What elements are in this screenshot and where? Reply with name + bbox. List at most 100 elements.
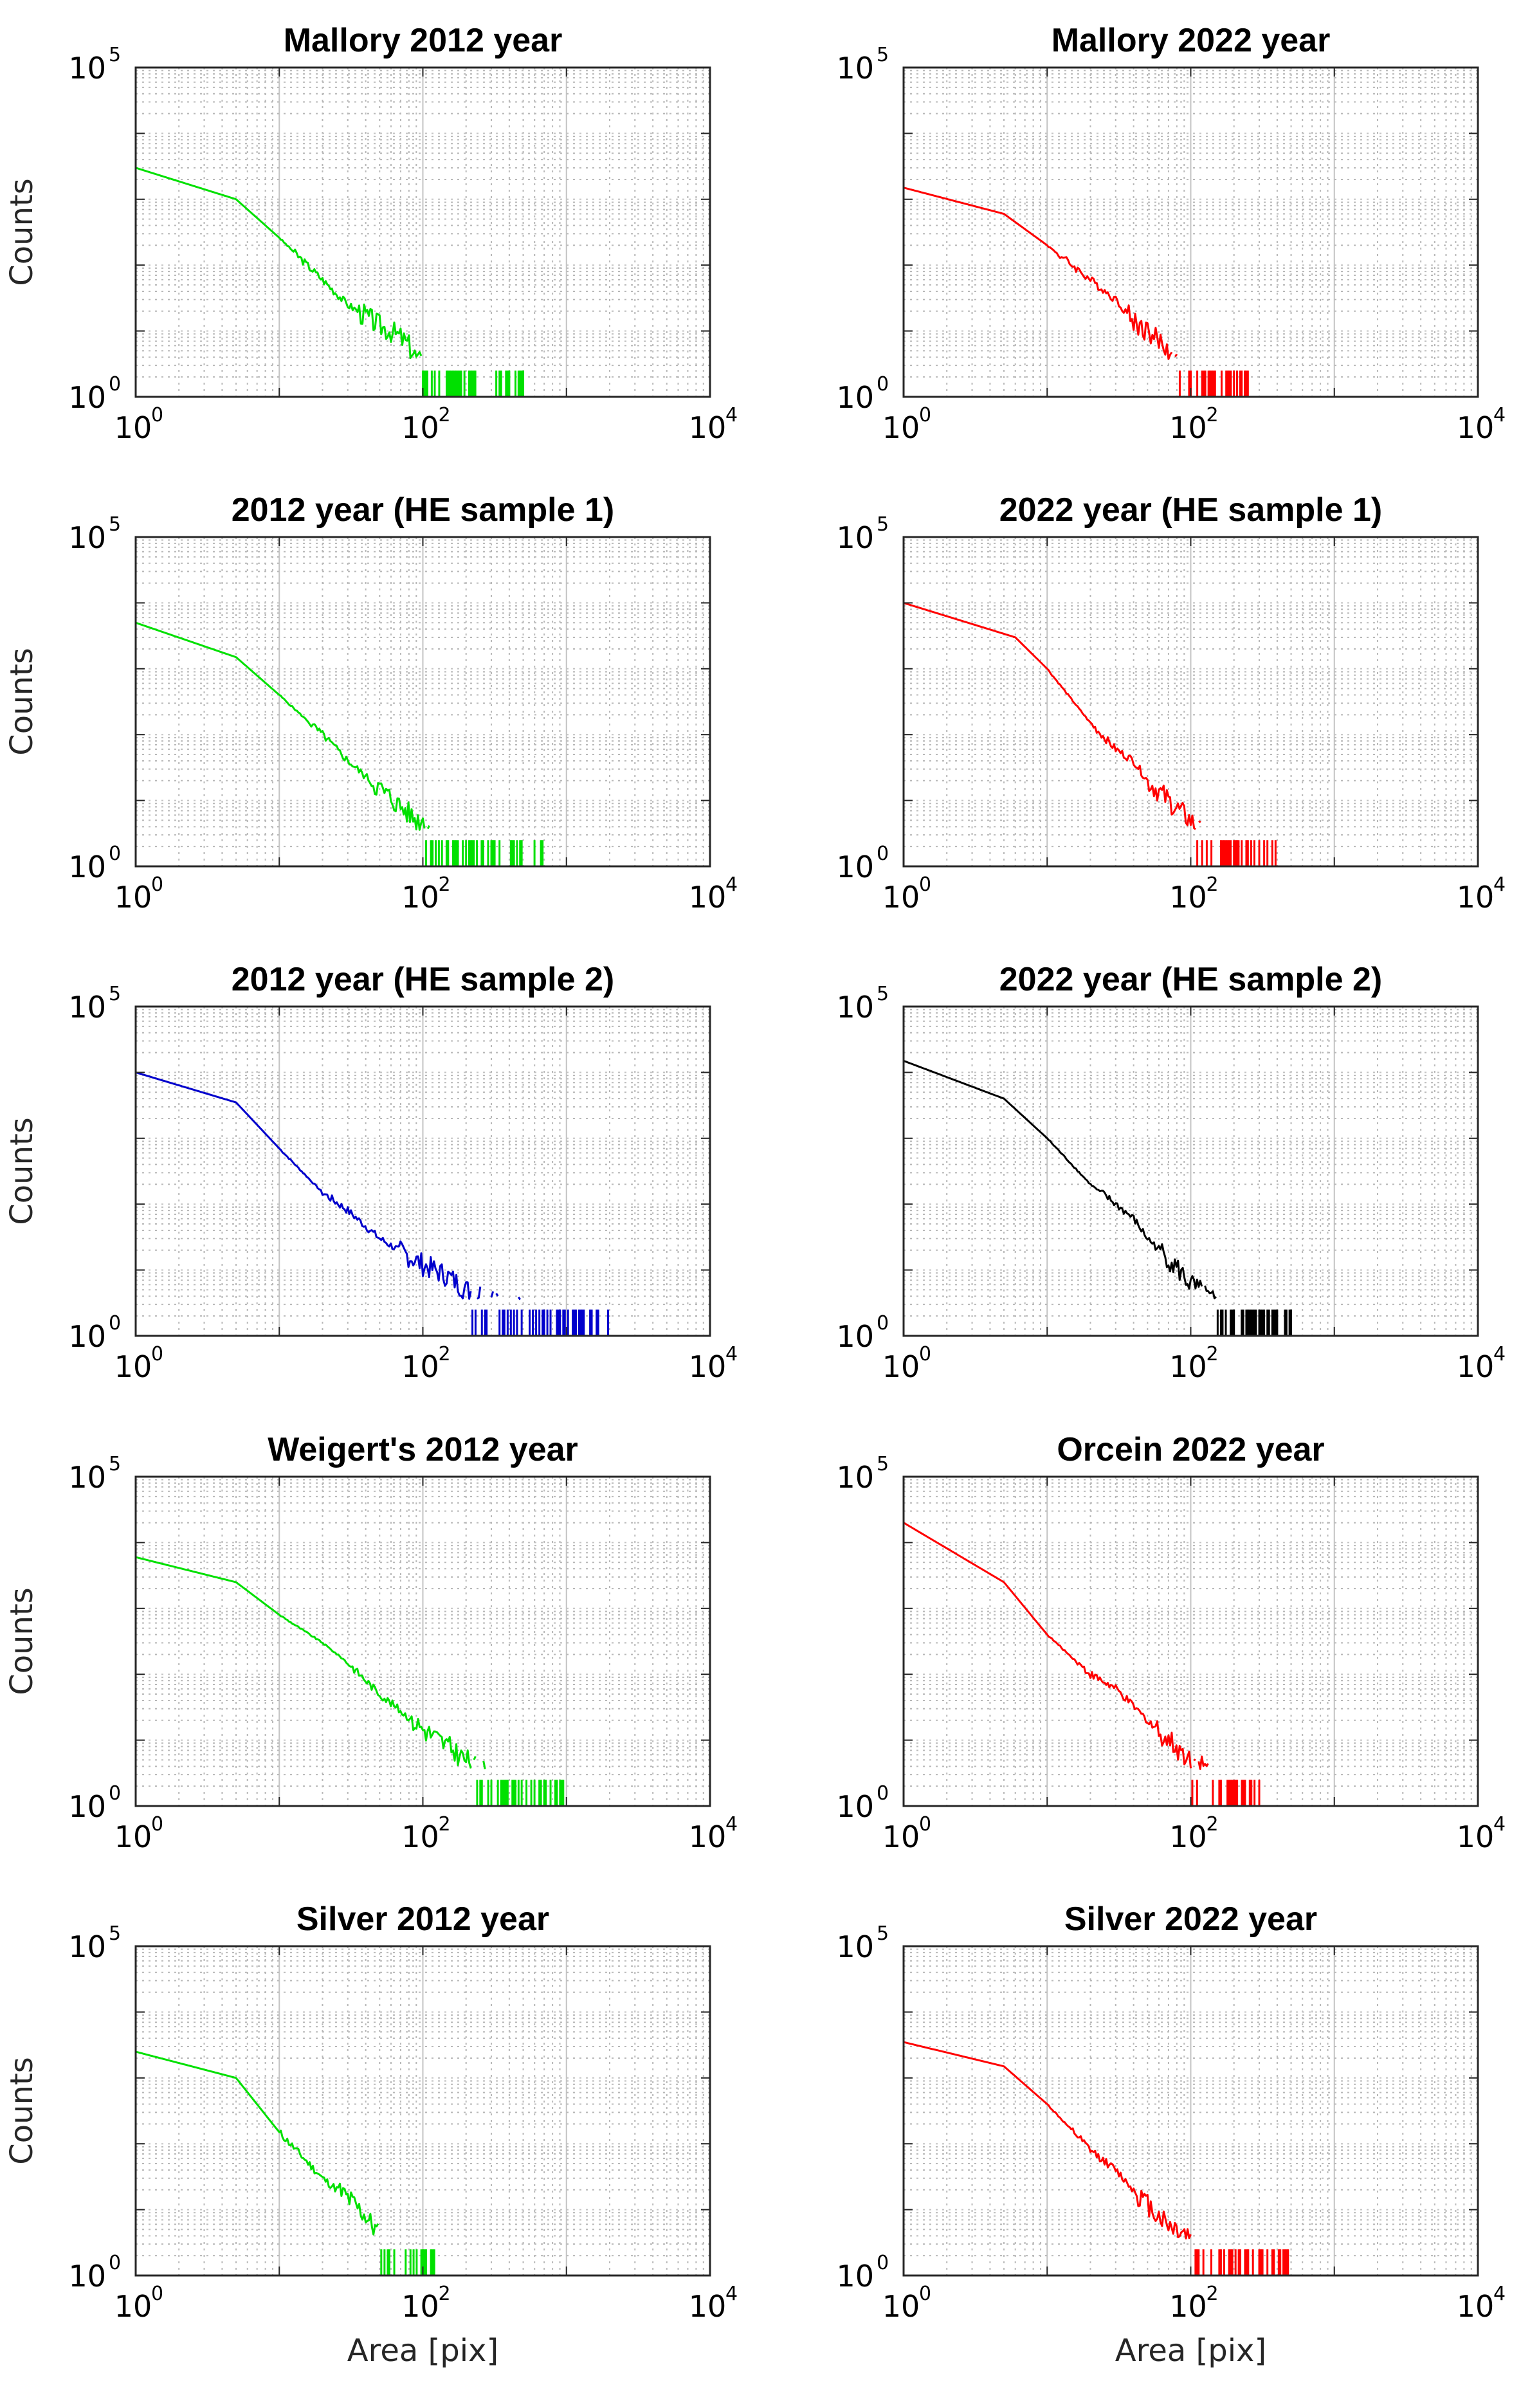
- data-point: [433, 2262, 436, 2265]
- data-point: [507, 383, 511, 387]
- data-point: [399, 805, 402, 808]
- data-point: [1219, 383, 1222, 387]
- x-tick-label: 100: [882, 1813, 931, 1854]
- data-point: [427, 376, 430, 379]
- x-tick-label-base: 10: [882, 880, 920, 915]
- grid: [904, 68, 1478, 397]
- data-point: [399, 336, 402, 339]
- data-point: [389, 329, 392, 333]
- data-point: [389, 2243, 392, 2246]
- x-tick-label: 104: [1457, 2283, 1506, 2324]
- data-point: [235, 197, 238, 201]
- subplot-title: Orcein 2022 year: [1057, 1431, 1324, 1468]
- x-tick-label: 104: [1457, 404, 1506, 445]
- data-point: [235, 1101, 238, 1104]
- y-tick-label-exponent: 0: [877, 1782, 889, 1805]
- y-tick-label-base: 10: [68, 990, 106, 1025]
- data-point: [415, 356, 418, 359]
- data-point: [346, 303, 349, 306]
- x-tick-label: 102: [401, 1343, 450, 1384]
- subplot-title: Mallory 2012 year: [284, 22, 563, 59]
- data-point: [1275, 2262, 1279, 2265]
- x-tick-label-exponent: 4: [1493, 404, 1506, 426]
- data-point: [1232, 2254, 1235, 2258]
- x-tick-label-exponent: 2: [439, 873, 451, 896]
- x-tick-label-base: 10: [1457, 1820, 1495, 1854]
- x-tick-label-exponent: 0: [919, 1343, 931, 1365]
- x-tick-label: 104: [1457, 873, 1506, 915]
- data-point: [1167, 1738, 1170, 1742]
- data-point: [378, 1237, 381, 1240]
- data-point: [1183, 364, 1186, 367]
- data-point: [1146, 1237, 1149, 1240]
- x-tick-label-exponent: 0: [151, 1343, 163, 1365]
- x-tick-label: 104: [689, 1813, 738, 1854]
- x-tick-label-exponent: 2: [1207, 1813, 1219, 1836]
- subplot-title: Weigert's 2012 year: [268, 1431, 578, 1468]
- x-tick-label-base: 10: [1169, 1349, 1207, 1384]
- y-tick-label-base: 10: [68, 1789, 106, 1824]
- data-point: [1275, 1322, 1279, 1326]
- y-tick-label-exponent: 0: [877, 1312, 889, 1335]
- data-point: [522, 853, 525, 856]
- y-tick-label-base: 10: [68, 1929, 106, 1964]
- y-tick-label-exponent: 5: [877, 1922, 889, 1945]
- y-tick-label-base: 10: [836, 850, 874, 884]
- x-tick-label: 102: [401, 1813, 450, 1854]
- data-point: [321, 2176, 324, 2180]
- y-tick-label-exponent: 0: [109, 1312, 121, 1335]
- data-point: [421, 1727, 424, 1730]
- x-tick-label-exponent: 0: [151, 1813, 163, 1836]
- data-point: [1114, 2168, 1117, 2171]
- data-point: [543, 1315, 546, 1318]
- x-tick-label: 100: [882, 404, 931, 445]
- y-axis-label: Counts: [4, 1587, 40, 1695]
- data-point: [478, 845, 482, 848]
- data-point: [421, 364, 424, 367]
- grid: [136, 537, 710, 866]
- x-tick-label-exponent: 2: [439, 2283, 451, 2305]
- data-point: [1114, 1203, 1117, 1206]
- x-tick-label: 102: [1169, 1813, 1218, 1854]
- data-point: [446, 376, 450, 379]
- y-tick-label: 10 0: [68, 843, 121, 884]
- data-point: [364, 2214, 367, 2218]
- y-tick-label-base: 10: [836, 380, 874, 415]
- data-point: [1258, 853, 1261, 856]
- data-point: [1089, 2149, 1092, 2152]
- data-point: [1014, 635, 1017, 639]
- data-point: [378, 787, 381, 790]
- data-point: [590, 1322, 594, 1326]
- x-tick-label-exponent: 4: [1493, 2283, 1506, 2305]
- y-tick-label-exponent: 5: [109, 1453, 121, 1475]
- data-point: [1132, 320, 1135, 323]
- x-tick-label-base: 10: [401, 2289, 439, 2324]
- data-point: [1258, 1792, 1261, 1796]
- x-tick-label-base: 10: [1457, 2289, 1495, 2324]
- data-point: [1003, 1097, 1006, 1100]
- data-point: [378, 1693, 381, 1696]
- y-tick-label-exponent: 0: [109, 843, 121, 865]
- y-tick-label-base: 10: [68, 1319, 106, 1354]
- y-tick-label: 10 5: [836, 1922, 889, 1964]
- x-tick-label-base: 10: [689, 410, 727, 445]
- x-tick-label-base: 10: [689, 2289, 727, 2324]
- data-point: [1046, 1633, 1049, 1636]
- y-tick-label: 10 5: [836, 513, 889, 555]
- data-point: [1289, 1322, 1293, 1326]
- data-point: [1132, 2188, 1135, 2191]
- y-tick-label: 10 0: [68, 373, 121, 415]
- data-point: [1089, 278, 1092, 281]
- data-point: [1003, 212, 1006, 215]
- data-point: [1046, 2102, 1049, 2106]
- data-point: [608, 1322, 611, 1326]
- x-tick-label: 104: [689, 404, 738, 445]
- data-point: [346, 2196, 349, 2200]
- x-tick-label: 100: [114, 1343, 163, 1384]
- data-point: [1089, 1673, 1092, 1676]
- x-tick-label-base: 10: [1457, 410, 1495, 445]
